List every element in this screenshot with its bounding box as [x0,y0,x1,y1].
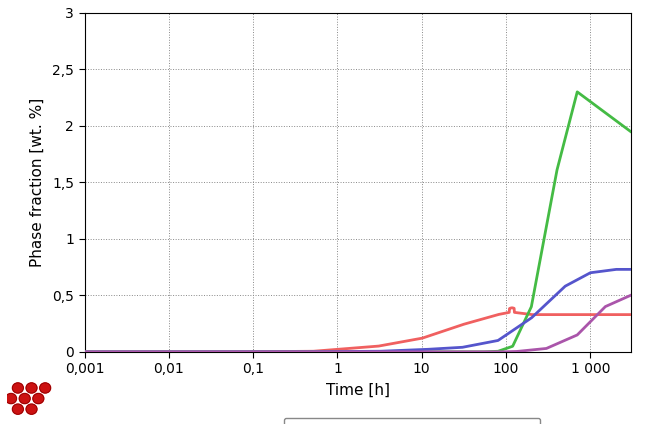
Y-axis label: Phase fraction [wt. %]: Phase fraction [wt. %] [30,98,45,267]
Legend: M23C6, Chi, Sigma, Laves: M23C6, Chi, Sigma, Laves [284,418,540,424]
Circle shape [12,383,23,393]
Circle shape [40,383,51,393]
Circle shape [26,404,37,414]
Circle shape [20,393,30,404]
Circle shape [6,393,16,404]
Circle shape [26,383,37,393]
Circle shape [12,404,23,414]
Circle shape [33,393,44,404]
X-axis label: Time [h]: Time [h] [326,383,389,398]
